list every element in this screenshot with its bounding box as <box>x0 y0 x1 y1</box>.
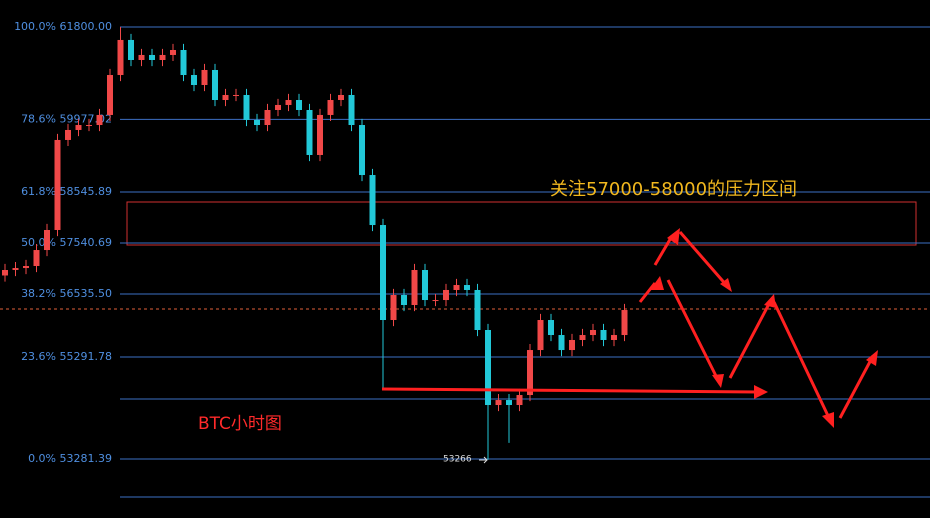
candle-body <box>432 300 439 302</box>
forecast-path <box>638 231 875 421</box>
arrow-head <box>720 278 732 292</box>
candle-body <box>527 350 533 396</box>
candle-body <box>579 335 586 340</box>
candle-body <box>537 320 544 351</box>
arrow-head <box>822 412 834 428</box>
candle-body <box>485 330 491 406</box>
candle-body <box>222 94 229 101</box>
candle-body <box>117 39 124 76</box>
low-arrow <box>479 456 488 464</box>
arrow-head <box>754 385 768 399</box>
candle-body <box>548 320 554 336</box>
candle-body <box>590 330 596 336</box>
candle-body <box>411 270 418 305</box>
candle-body <box>33 250 40 266</box>
arrow-heads <box>650 228 878 428</box>
candle-body <box>264 110 271 126</box>
candle-body <box>212 69 218 101</box>
candle-body <box>338 94 344 101</box>
candle-body <box>254 119 260 126</box>
candle-body <box>422 270 428 301</box>
candle-body <box>243 94 250 120</box>
support-arrow <box>381 387 759 394</box>
candle-body <box>506 400 512 406</box>
candle-body <box>275 104 281 111</box>
chart-note: BTC小时图 <box>198 414 282 434</box>
candle-body <box>621 310 628 336</box>
fib-label: 61.8% 58545.89 <box>21 185 112 198</box>
candle-body <box>44 229 50 251</box>
candle-body <box>201 69 208 85</box>
candle-body <box>600 330 607 340</box>
fib-label: 23.6% 55291.78 <box>21 350 112 363</box>
candle-body <box>180 50 187 76</box>
candle-body <box>306 110 313 155</box>
candle-body <box>86 125 92 127</box>
candle-body <box>12 268 19 271</box>
pressure-zone <box>126 201 917 246</box>
candle-body <box>569 339 575 351</box>
candle-body <box>495 400 502 406</box>
candle-body <box>23 265 29 269</box>
candle-body <box>380 225 386 321</box>
candle-body <box>107 75 113 115</box>
fib-label: 38.2% 56535.50 <box>21 287 112 300</box>
candle-body <box>191 75 197 85</box>
candle-body <box>296 100 302 111</box>
candle-body <box>170 50 176 55</box>
fib-label: 50.0% 57540.69 <box>21 236 112 249</box>
candle-body <box>390 295 397 321</box>
candle-body <box>359 125 365 176</box>
arrow-head <box>650 276 664 290</box>
arrow-head <box>764 294 776 308</box>
candle-body <box>138 54 145 60</box>
candle-body <box>327 100 334 115</box>
candle-body <box>96 114 103 126</box>
candle-body <box>453 285 460 290</box>
candle-body <box>65 129 71 140</box>
low-label: 53266 <box>443 455 472 465</box>
candle-body <box>611 335 617 340</box>
fib-label: 0.0% 53281.39 <box>28 452 112 465</box>
candle-body <box>348 94 355 126</box>
candle-body <box>369 175 376 226</box>
zone-note: 关注57000-58000的压力区间 <box>550 179 797 200</box>
arrow-head <box>667 228 680 245</box>
candle-body <box>558 335 565 351</box>
candle-body <box>443 289 449 301</box>
forecast-arrows <box>381 231 875 421</box>
candle-body <box>128 39 134 60</box>
fib-label: 100.0% 61800.00 <box>14 20 112 33</box>
arrow-head <box>866 350 878 366</box>
arrow-head <box>712 374 724 388</box>
candle-body <box>149 54 155 60</box>
candle-body <box>464 285 470 290</box>
candle-body <box>285 100 292 105</box>
candle-body <box>54 139 61 230</box>
candle-body <box>474 289 481 331</box>
candle-body <box>2 270 8 276</box>
candle-body <box>516 395 523 406</box>
candle-body <box>159 54 166 60</box>
candle-body <box>401 295 407 305</box>
candle-body <box>233 94 239 96</box>
candle-body <box>317 114 323 155</box>
candle-body <box>75 125 82 130</box>
